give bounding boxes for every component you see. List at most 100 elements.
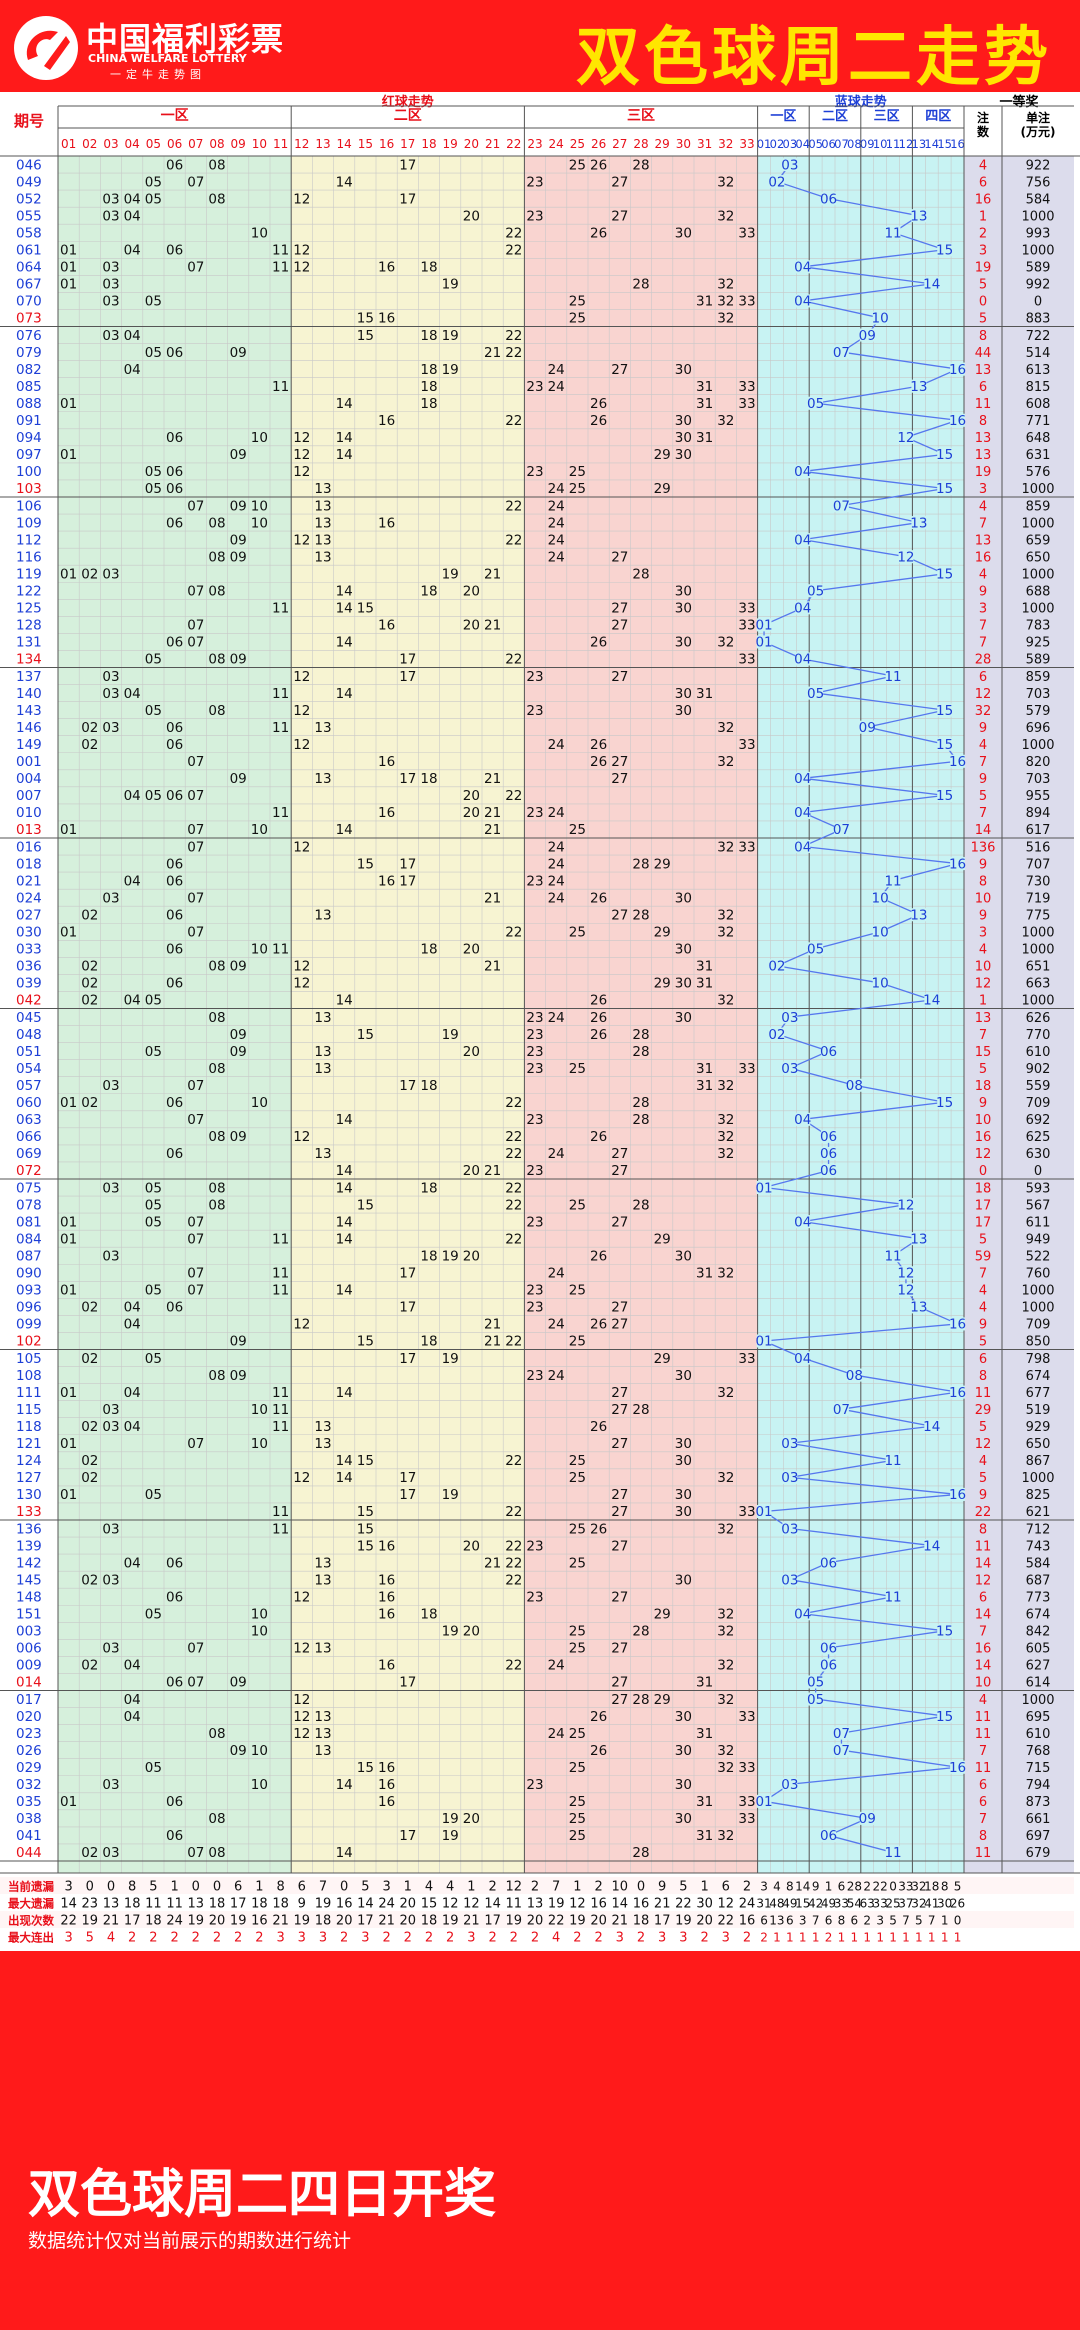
stat-red-value: 13 [103,1897,120,1912]
issue-number: 085 [16,379,42,395]
prize-count: 5 [979,1420,987,1435]
red-ball-number: 14 [336,447,353,463]
prize-amount: 902 [1026,1062,1051,1077]
red-ball-number: 20 [463,942,480,958]
red-ball-number: 30 [675,430,692,446]
red-ball-number: 03 [102,1402,119,1418]
blue-ball-number: 06 [820,1641,837,1657]
blue-ball-number: 06 [820,1828,837,1844]
blue-ball-number: 14 [923,277,940,293]
red-ball-number: 32 [717,294,734,310]
stat-red-value: 1 [170,1880,178,1895]
red-ball-number: 19 [442,1248,459,1264]
stat-red-value: 3 [658,1931,666,1946]
blue-column-number: 07 [834,137,849,151]
red-ball-number: 01 [60,1385,77,1401]
red-ball-number: 08 [208,1129,225,1145]
stat-red-value: 2 [531,1931,539,1946]
blue-ball-cell [924,1419,940,1433]
prize-count: 10 [975,1113,992,1128]
blue-ball-number: 03 [781,1436,798,1452]
prize-count: 7 [979,1028,987,1043]
red-ball-number: 28 [632,1624,649,1640]
blue-ball-number: 01 [755,1794,772,1810]
stat-red-value: 20 [696,1914,713,1929]
prize-amount: 993 [1026,226,1051,241]
red-ball-number: 29 [654,1231,671,1247]
prize-count: 13 [975,1011,992,1026]
red-ball-number: 11 [272,1231,289,1247]
red-ball-number: 17 [399,1470,416,1486]
prize-amount: 593 [1026,1181,1051,1196]
red-ball-number: 07 [187,1845,204,1861]
red-ball-number: 30 [675,703,692,719]
red-ball-number: 25 [569,294,586,310]
blue-ball-number: 16 [949,362,966,378]
blue-ball-number: 02 [768,174,785,190]
prize-count: 12 [975,1147,992,1162]
stat-red-value: 15 [421,1897,438,1912]
red-ball-number: 07 [187,1214,204,1230]
red-column-number: 13 [315,137,330,151]
logo-emblem-icon [14,16,78,80]
red-ball-number: 20 [463,805,480,821]
red-ball-number: 09 [230,1027,247,1043]
red-ball-number: 33 [738,1760,755,1776]
red-ball-number: 30 [675,1453,692,1469]
red-ball-number: 12 [293,1470,310,1486]
issue-number: 106 [16,498,42,514]
red-ball-number: 10 [251,1624,268,1640]
stat-red-value: 20 [209,1914,226,1929]
prize-amount: 1000 [1021,994,1054,1009]
red-ball-number: 27 [611,1487,628,1503]
red-ball-number: 01 [60,1231,77,1247]
stat-red-value: 20 [336,1914,353,1929]
red-ball-number: 21 [484,345,501,361]
red-ball-number: 32 [717,839,734,855]
blue-ball-number: 05 [807,396,824,412]
prize-amount: 688 [1026,585,1051,600]
stat-red-value: 2 [340,1931,348,1946]
red-ball-number: 05 [145,345,162,361]
stat-blue-value: 2 [825,1931,833,1945]
issue-number: 079 [16,345,42,361]
red-ball-number: 29 [654,976,671,992]
stat-blue-value: 42 [808,1897,823,1911]
stat-red-value: 19 [230,1914,247,1929]
red-ball-number: 14 [336,1180,353,1196]
issue-number: 035 [16,1794,42,1810]
prize-count: 6 [979,380,987,395]
red-ball-number: 24 [548,1368,565,1384]
red-ball-number: 25 [569,1624,586,1640]
blue-ball-number: 15 [936,566,953,582]
issue-number: 128 [16,618,42,634]
stat-red-value: 18 [272,1897,289,1912]
stat-blue-value: 1 [928,1931,936,1945]
red-ball-number: 16 [378,618,395,634]
red-ball-number: 02 [81,1095,98,1111]
issue-number: 007 [16,788,42,804]
blue-ball-cell [782,1061,798,1075]
stat-red-value: 7 [552,1880,560,1895]
red-ball-number: 12 [293,839,310,855]
blue-ball-number: 08 [846,1078,863,1094]
stat-blue-value: 1 [799,1931,807,1945]
red-ball-number: 09 [230,549,247,565]
red-ball-number: 14 [336,1112,353,1128]
stat-red-value: 14 [484,1897,501,1912]
blue-ball-cell [937,1095,953,1109]
issue-number: 075 [16,1180,42,1196]
prize-amount: 663 [1026,977,1051,992]
issue-number: 140 [16,686,42,702]
blue-ball-number: 06 [820,1163,837,1179]
stat-red-value: 18 [251,1897,268,1912]
blue-ball-number: 04 [794,294,811,310]
red-ball-number: 23 [526,1214,543,1230]
blue-ball-number: 08 [846,1368,863,1384]
red-ball-number: 30 [675,976,692,992]
red-zone-label: 一区 [161,108,189,124]
red-ball-number: 25 [569,1283,586,1299]
prize-amount: 768 [1026,1744,1051,1759]
red-ball-number: 08 [208,1368,225,1384]
stat-red-value: 14 [357,1897,374,1912]
